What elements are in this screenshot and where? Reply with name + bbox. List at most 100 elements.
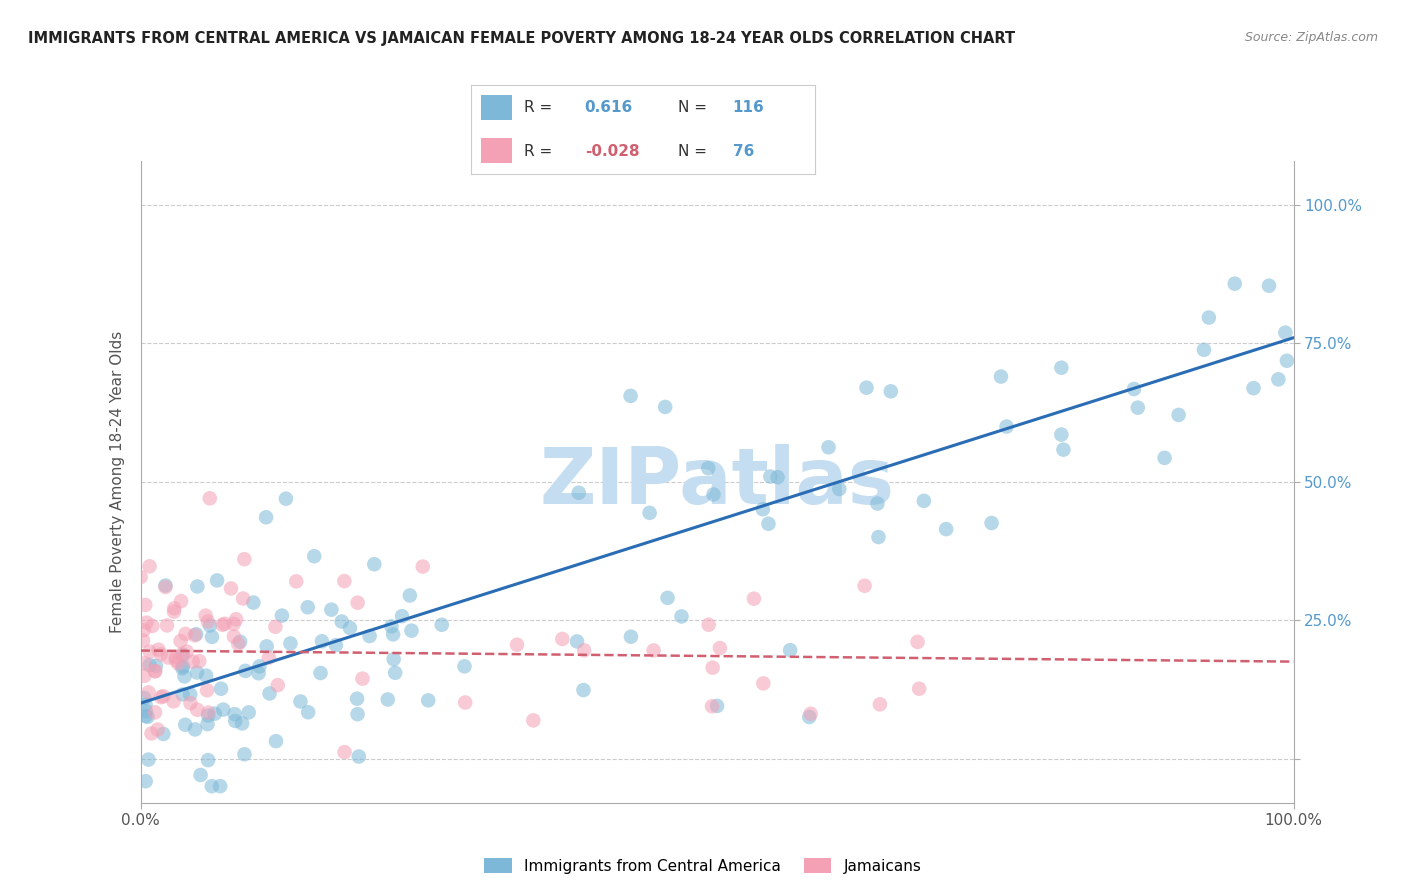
Point [697,461,720,475]
Point [149,647,172,661]
Point [1275,353,1298,368]
Text: 116: 116 [733,100,765,115]
Point [333,574,356,588]
Point [399,589,422,603]
Point [1052,442,1074,457]
Point [138,657,160,672]
Point [165,650,187,665]
Point [201,779,224,793]
Point [853,579,876,593]
Point [321,602,343,616]
Point [565,634,588,648]
Point [238,706,260,720]
Point [709,640,731,655]
Point [138,685,160,699]
Point [132,623,155,637]
Point [155,580,177,594]
FancyBboxPatch shape [481,95,512,120]
Point [935,522,957,536]
Point [135,615,157,630]
Point [333,745,356,759]
Point [186,627,208,641]
Point [211,617,233,632]
Point [346,596,368,610]
Point [990,369,1012,384]
Point [188,654,211,668]
Point [454,696,477,710]
Point [176,645,198,659]
Point [752,676,775,690]
Point [779,643,801,657]
Point [148,642,170,657]
Point [155,578,177,592]
Point [620,630,643,644]
Point [363,558,385,572]
Point [165,653,187,667]
Point [264,620,287,634]
Point [197,615,219,629]
Point [129,570,152,584]
Text: IMMIGRANTS FROM CENTRAL AMERICA VS JAMAICAN FEMALE POVERTY AMONG 18-24 YEAR OLDS: IMMIGRANTS FROM CENTRAL AMERICA VS JAMAI… [28,31,1015,46]
Point [412,559,434,574]
Point [141,619,163,633]
Point [219,582,242,596]
Point [150,690,173,705]
Point [172,661,194,675]
Point [157,650,180,665]
Text: -0.028: -0.028 [585,144,640,159]
Point [186,579,208,593]
Point [209,779,232,793]
Point [205,574,228,588]
Point [325,638,347,652]
Point [214,616,236,631]
Point [135,698,157,712]
Point [222,630,245,644]
Point [201,630,224,644]
Point [384,665,406,680]
Point [181,655,204,669]
Point [174,627,197,641]
Y-axis label: Female Poverty Among 18-24 Year Olds: Female Poverty Among 18-24 Year Olds [110,331,125,632]
Point [907,635,929,649]
Point [222,616,245,631]
Point [143,664,166,678]
Point [638,506,661,520]
Point [138,559,160,574]
Point [758,516,780,531]
Point [249,659,271,673]
Point [1243,381,1265,395]
Point [1223,277,1246,291]
Point [1123,382,1146,396]
Point [654,400,676,414]
Point [522,714,544,728]
Point [706,698,728,713]
Point [190,768,212,782]
Point [382,652,405,666]
Point [184,723,207,737]
Point [880,384,903,399]
Point [271,608,294,623]
Point [231,716,253,731]
Point [197,708,219,723]
Point [169,634,191,648]
Point [146,723,169,737]
Point [285,574,308,589]
Point [346,691,368,706]
Point [259,686,281,700]
Point [172,688,194,702]
Point [302,549,325,564]
Point [309,666,332,681]
Point [1126,401,1149,415]
Point [134,709,156,723]
Text: R =: R = [524,144,553,159]
Point [297,600,319,615]
Point [1153,450,1175,465]
Point [572,643,595,657]
Point [430,617,453,632]
Point [1274,326,1296,340]
Point [143,665,166,679]
Point [1267,372,1289,386]
Point [134,669,156,683]
Point [380,619,402,633]
Point [254,510,277,524]
